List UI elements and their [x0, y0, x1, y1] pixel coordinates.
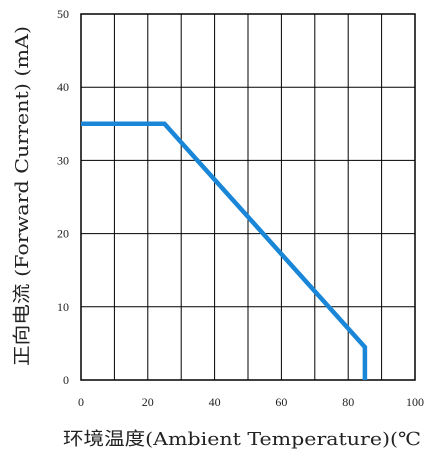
y-tick-label: 40 [57, 80, 69, 94]
y-tick-labels: 0 10 20 30 40 50 [57, 7, 69, 387]
x-tick-label: 100 [406, 395, 424, 409]
series-line-1 [81, 121, 368, 380]
x-tick-label: 0 [78, 395, 84, 409]
y-tick-label: 10 [57, 300, 69, 314]
y-tick-label: 20 [57, 227, 69, 241]
y-tick-label: 30 [57, 153, 69, 167]
x-tick-label: 80 [342, 395, 354, 409]
x-tick-labels: 0 20 40 60 80 100 [78, 395, 424, 409]
grid [81, 14, 415, 380]
x-axis-title: 环境温度(Ambient Temperature)(℃ [63, 429, 421, 450]
series-layer [81, 121, 368, 380]
x-tick-label: 40 [209, 395, 221, 409]
plot-frame [80, 13, 416, 381]
y-axis-title: 正向电流 (Forward Current) (mA) [12, 26, 33, 366]
y-tick-label: 50 [57, 7, 69, 21]
x-tick-label: 20 [142, 395, 154, 409]
y-tick-label: 0 [63, 373, 69, 387]
x-tick-label: 60 [275, 395, 287, 409]
